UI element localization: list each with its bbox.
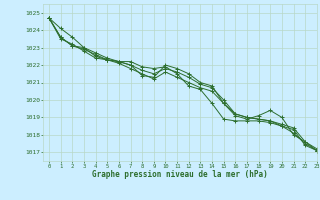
X-axis label: Graphe pression niveau de la mer (hPa): Graphe pression niveau de la mer (hPa): [92, 170, 268, 179]
